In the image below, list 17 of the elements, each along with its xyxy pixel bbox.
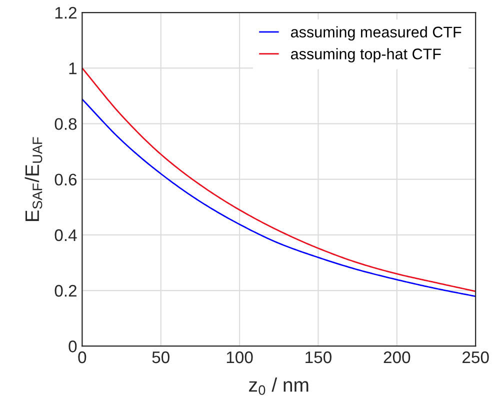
x-tick-label: 150 xyxy=(306,351,332,364)
y-tick-label: 0.6 xyxy=(54,174,77,186)
y-tick-label: 1 xyxy=(69,62,76,74)
y-tick-label: 0 xyxy=(68,340,77,352)
y-axis-title: E$_{SAF}$/E$_{UAF}$ xyxy=(24,137,42,221)
y-tick-label: 0.2 xyxy=(54,284,76,297)
x-axis-title: z$_{0}$ / nm xyxy=(249,378,308,395)
y-tick-label: 0.8 xyxy=(54,118,77,130)
x-tick-label: 200 xyxy=(384,351,410,364)
x-tick-label: 100 xyxy=(226,351,253,364)
legend-label: assuming measured CTF xyxy=(290,26,462,40)
legend-label: assuming top-hat CTF xyxy=(290,48,441,62)
y-tick-label: 0.4 xyxy=(54,229,77,242)
x-tick-label: 250 xyxy=(462,351,489,364)
x-tick-label: 0 xyxy=(78,351,86,364)
y-tick-label: 1.2 xyxy=(55,6,76,19)
x-tick-label: 50 xyxy=(152,351,170,364)
